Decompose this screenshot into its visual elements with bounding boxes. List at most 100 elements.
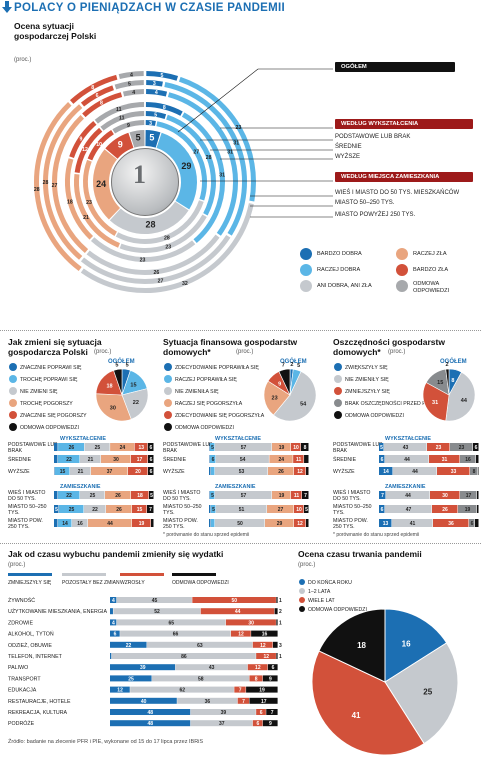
s2-row-label-5-0: MIASTO POW.	[8, 518, 43, 524]
s3-bar-5-1	[211, 519, 215, 527]
s5-bar-11-3	[262, 720, 278, 727]
s5-bar-2-0	[110, 619, 117, 626]
s4-pie-value-0: 8	[451, 378, 454, 384]
s5-bar-value-0-2: 50	[232, 598, 238, 604]
s3-bar-value-1-1: 6	[212, 457, 215, 463]
s5-bar-1-0	[110, 608, 113, 615]
ring-segment-4-1	[167, 92, 238, 236]
s4-bar-value-4-2: 26	[442, 507, 448, 513]
ring-value-2-3: 21	[83, 215, 89, 221]
ring-value-5-3: 28	[43, 180, 49, 186]
ring-segment-2-4	[74, 127, 103, 174]
ring-value-1-2: 28	[164, 235, 170, 241]
s3-bar-value-5-5: 3	[310, 521, 313, 527]
s5-bar-value-2-2: 30	[248, 620, 254, 626]
s2-row-label-2-0: WYŻSZE	[8, 468, 30, 475]
divider-2	[0, 543, 481, 544]
ring-segment-0-3	[93, 149, 121, 220]
s2-bar-value-0-3: 24	[120, 445, 126, 451]
s4-pie-value-1: 44	[461, 398, 468, 404]
legend-label-ani: ANI DOBRA, ANI ZŁA	[317, 283, 372, 289]
s4-bar-value-0-1: 43	[403, 445, 409, 451]
s3-bar-value-1-3: 24	[278, 457, 284, 463]
s5-bar-11-1	[190, 720, 253, 727]
s4-bar-3-3	[460, 491, 477, 499]
s2-row-label-1-0: ŚREDNIE	[8, 455, 32, 463]
s5-bar-value-10-1: 39	[221, 710, 227, 716]
s5-title: Jak od czasu wybuchu pandemii zmieniły s…	[8, 549, 224, 559]
s4-bar-2-0	[379, 467, 393, 475]
s3-row-label-5-0: MIASTO POW.	[163, 518, 198, 524]
ring-value-4-1: 31	[227, 149, 233, 155]
s4-bar-0-2	[427, 443, 450, 451]
s6-unit: (proc.)	[298, 562, 316, 568]
s2-bar-value-1-4: 17	[137, 457, 143, 463]
legend-label-odmowa: ODMOWA ODPOWIEDZI	[413, 281, 450, 294]
s2-bar-1-4	[131, 455, 148, 463]
s6-pie-slice-1	[384, 642, 459, 745]
s4-legend-swatch-2	[334, 387, 342, 395]
ring-value-1-5: 9	[127, 123, 130, 129]
s4-bar-value-2-1: 44	[412, 469, 418, 475]
s3-bar-2-2	[215, 467, 268, 475]
s3-pie-value-2: 54	[300, 401, 307, 407]
s5-bar-4-0	[110, 641, 147, 648]
s4-bar-5-3	[469, 519, 475, 527]
s6-pie-value-2: 41	[352, 711, 361, 720]
s3-bar-4-3	[267, 505, 294, 513]
s5-bar-value-11-3: 9	[269, 721, 272, 727]
s2-bar-value-1-2: 21	[88, 457, 94, 463]
s2-row-label-4-1: TYS.	[8, 510, 20, 516]
s5-bar-value-11-2: 6	[256, 721, 259, 727]
ring-segment-3-3	[65, 158, 94, 240]
s4-bar-1-2	[429, 455, 460, 463]
legend-swatch-raczej-dobra	[300, 264, 312, 276]
ring-value-2-5: 11	[119, 116, 125, 122]
s5-bar-8-1	[130, 686, 234, 693]
s5-bar-value-1-1: 52	[154, 609, 160, 615]
s2-bar-value-4-2: 22	[92, 507, 98, 513]
s5-unit: (proc.)	[8, 562, 26, 568]
legend-label-bardzo-dobra: BARDZO DOBRA	[317, 251, 362, 257]
s3-bar-5-3	[265, 519, 294, 527]
s5-bar-0-2	[192, 597, 276, 603]
s3-bar-2-4	[294, 467, 306, 475]
s3-bar-value-3-1: 5	[211, 493, 214, 499]
s3-bar-1-4	[293, 455, 304, 463]
s2-row-label-4-0: MIASTO 50–250	[8, 504, 47, 510]
ring-segment-5-2	[80, 234, 231, 284]
s5-bar-5-0	[110, 653, 112, 659]
s5-bar-value-6-1: 43	[209, 665, 215, 671]
s3-bar-2-0	[209, 467, 211, 475]
s4-bar-4-2	[432, 505, 458, 513]
s5-legend-label-1: POZOSTAŁY BEZ ZMIAN	[62, 580, 120, 586]
ring-value-3-2: 23	[140, 257, 146, 263]
s2-legend-swatch-5	[9, 423, 17, 431]
s5-bar-value-1-3: 2	[279, 609, 282, 615]
s1-legend: BARDZO DOBRA RACZEJ DOBRA ANI DOBRA, ANI…	[300, 248, 480, 318]
s4-bar-value-2-2: 33	[451, 469, 457, 475]
s3-legend-label-0: ZDECYDOWANIE POPRAWIŁA SIĘ	[175, 365, 259, 371]
s3-bar-2-1	[211, 467, 215, 475]
s4-bar-1-4	[476, 455, 479, 463]
s4-bar-value-4-1: 47	[406, 507, 412, 513]
s1-title: Ocena sytuacji gospodarczej Polski	[14, 21, 97, 41]
s5-bar-7-0	[110, 675, 152, 682]
ring-segment-0-2	[109, 201, 189, 234]
ring-value-4-0: 4	[155, 90, 158, 96]
s6-legend-label-2: WIELE LAT	[308, 598, 336, 604]
ring-segment-1-4	[87, 130, 114, 161]
ring-value-3-0: 8	[163, 105, 166, 111]
s2-bar-5-0	[54, 519, 58, 527]
s3-bar-value-4-5: 5	[305, 507, 308, 513]
s3-bar-5-2	[215, 519, 265, 527]
s5-bar-11-0	[110, 720, 191, 727]
s3-bar-value-4-4: 10	[296, 507, 302, 513]
s3-bar-value-4-2: 51	[239, 507, 245, 513]
s2-bar-value-4-0: 5	[55, 507, 58, 513]
s2-bar-5-4	[132, 519, 151, 527]
s5-bar-8-2	[234, 686, 246, 693]
s4-bar-4-0	[379, 505, 385, 513]
s2-bar-2-5	[148, 467, 154, 475]
s2-group-zamieszkanie: ZAMIESZKANIE	[60, 484, 101, 490]
